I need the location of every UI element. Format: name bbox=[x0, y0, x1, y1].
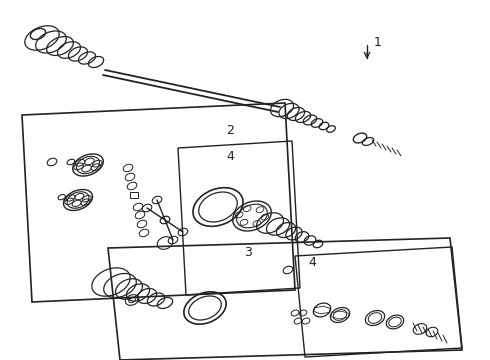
Text: 1: 1 bbox=[374, 36, 382, 49]
Text: 2: 2 bbox=[226, 123, 234, 136]
Text: 3: 3 bbox=[244, 246, 252, 258]
Text: 4: 4 bbox=[308, 256, 316, 269]
Text: 4: 4 bbox=[226, 150, 234, 163]
